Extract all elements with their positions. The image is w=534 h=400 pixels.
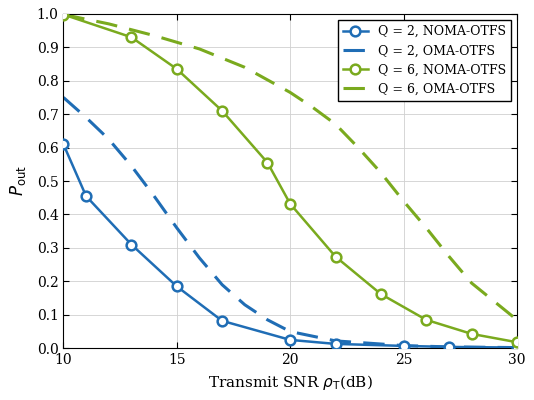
Q = 2, NOMA-OTFS	[400, 344, 407, 348]
Q = 2, OMA-OTFS	[60, 95, 67, 100]
Q = 2, NOMA-OTFS	[446, 344, 452, 349]
Q = 2, OMA-OTFS	[197, 256, 203, 260]
Q = 6, OMA-OTFS	[151, 33, 158, 38]
Q = 6, OMA-OTFS	[60, 12, 67, 17]
Q = 6, OMA-OTFS	[241, 65, 248, 70]
Q = 2, NOMA-OTFS	[60, 142, 67, 147]
Q = 2, NOMA-OTFS	[83, 194, 89, 198]
Q = 2, OMA-OTFS	[332, 338, 339, 343]
Q = 6, OMA-OTFS	[378, 170, 384, 175]
Q = 6, OMA-OTFS	[446, 254, 452, 259]
Q = 6, NOMA-OTFS	[287, 201, 293, 206]
Y-axis label: $P_{\mathrm{out}}$: $P_{\mathrm{out}}$	[9, 166, 28, 196]
X-axis label: Transmit SNR $\rho_{\mathrm{T}}$(dB): Transmit SNR $\rho_{\mathrm{T}}$(dB)	[208, 373, 373, 392]
Line: Q = 6, OMA-OTFS: Q = 6, OMA-OTFS	[64, 14, 517, 320]
Q = 6, OMA-OTFS	[197, 46, 203, 51]
Q = 6, OMA-OTFS	[468, 281, 475, 286]
Q = 2, NOMA-OTFS	[287, 338, 293, 342]
Q = 6, NOMA-OTFS	[468, 332, 475, 336]
Q = 2, OMA-OTFS	[400, 343, 407, 348]
Q = 2, OMA-OTFS	[106, 137, 112, 142]
Q = 6, NOMA-OTFS	[378, 292, 384, 296]
Q = 6, NOMA-OTFS	[60, 12, 67, 17]
Q = 6, OMA-OTFS	[106, 22, 112, 26]
Q = 2, OMA-OTFS	[241, 302, 248, 307]
Q = 6, NOMA-OTFS	[174, 67, 180, 72]
Q = 2, OMA-OTFS	[514, 345, 520, 350]
Q = 2, OMA-OTFS	[446, 344, 452, 349]
Line: Q = 2, OMA-OTFS: Q = 2, OMA-OTFS	[64, 98, 517, 348]
Q = 6, OMA-OTFS	[423, 226, 429, 230]
Q = 6, OMA-OTFS	[332, 122, 339, 126]
Q = 2, OMA-OTFS	[128, 164, 135, 168]
Q = 2, NOMA-OTFS	[128, 242, 135, 247]
Line: Q = 2, NOMA-OTFS: Q = 2, NOMA-OTFS	[59, 139, 522, 352]
Line: Q = 6, NOMA-OTFS: Q = 6, NOMA-OTFS	[59, 10, 522, 347]
Q = 6, NOMA-OTFS	[423, 318, 429, 322]
Q = 2, NOMA-OTFS	[514, 345, 520, 350]
Q = 6, OMA-OTFS	[514, 318, 520, 322]
Q = 2, NOMA-OTFS	[219, 318, 225, 323]
Q = 6, NOMA-OTFS	[514, 340, 520, 345]
Q = 2, OMA-OTFS	[287, 329, 293, 334]
Q = 2, OMA-OTFS	[264, 318, 271, 322]
Q = 6, NOMA-OTFS	[332, 254, 339, 259]
Q = 6, NOMA-OTFS	[128, 35, 135, 40]
Q = 2, NOMA-OTFS	[174, 284, 180, 289]
Q = 6, OMA-OTFS	[355, 145, 362, 150]
Q = 6, OMA-OTFS	[310, 105, 316, 110]
Q = 6, NOMA-OTFS	[264, 160, 271, 165]
Q = 2, OMA-OTFS	[174, 226, 180, 230]
Q = 2, OMA-OTFS	[83, 115, 89, 120]
Q = 2, NOMA-OTFS	[332, 342, 339, 346]
Q = 2, OMA-OTFS	[219, 282, 225, 287]
Q = 2, OMA-OTFS	[151, 194, 158, 198]
Legend: Q = 2, NOMA-OTFS, Q = 2, OMA-OTFS, Q = 6, NOMA-OTFS, Q = 6, OMA-OTFS: Q = 2, NOMA-OTFS, Q = 2, OMA-OTFS, Q = 6…	[337, 20, 511, 101]
Q = 6, OMA-OTFS	[400, 199, 407, 204]
Q = 6, OMA-OTFS	[287, 90, 293, 95]
Q = 6, NOMA-OTFS	[219, 108, 225, 113]
